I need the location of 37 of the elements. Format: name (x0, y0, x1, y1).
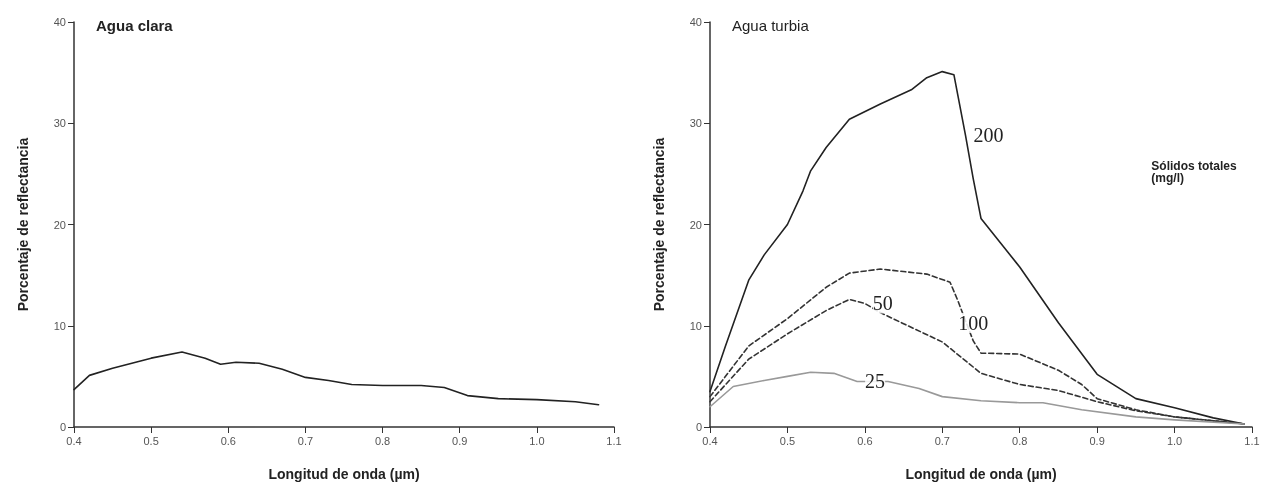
x-tick-label: 0.4 (702, 434, 718, 447)
y-tick-label: 30 (53, 117, 66, 130)
x-tick-label: 0.9 (452, 434, 468, 447)
x-tick-label: 0.5 (143, 434, 159, 447)
x-tick-label: 0.5 (779, 434, 796, 447)
x-tick-label: 1.0 (1166, 434, 1183, 447)
series-label: 200 (973, 124, 1004, 147)
x-axis-title: Longitud de onda (µm) (905, 466, 1057, 482)
y-axis-title: Porcentaje de reflectancia (651, 137, 667, 312)
y-tick-label: 0 (59, 421, 66, 433)
y-tick-label: 40 (53, 16, 66, 28)
x-tick-label: 0.6 (220, 434, 236, 447)
y-tick-label: 20 (689, 218, 702, 231)
x-axis-title: Longitud de onda (µm) (268, 466, 420, 482)
x-tick-label: 1.1 (606, 434, 622, 447)
x-tick-label: 1.1 (1244, 434, 1260, 447)
y-tick-label: 10 (53, 319, 66, 332)
x-tick-label: 0.6 (857, 434, 873, 447)
x-tick-label: 1.0 (529, 434, 545, 447)
chart-title: Agua turbia (732, 17, 810, 34)
x-tick-label: 0.7 (934, 434, 950, 447)
x-tick-label: 0.4 (66, 434, 82, 447)
y-tick-label: 30 (689, 117, 702, 130)
series-label: 100 (958, 311, 989, 334)
chart-title: Agua clara (96, 17, 174, 34)
x-tick-label: 0.9 (1089, 434, 1105, 447)
y-tick-label: 40 (689, 16, 702, 28)
x-tick-label: 0.8 (374, 434, 391, 447)
y-tick-label: 0 (695, 421, 702, 433)
y-tick-label: 20 (53, 218, 66, 231)
x-tick-label: 0.7 (297, 434, 314, 447)
legend-title: Sólidos totales (mg/l) (1151, 159, 1241, 185)
series-label: 25 (865, 370, 886, 393)
y-axis-title: Porcentaje de reflectancia (15, 137, 31, 312)
y-tick-label: 10 (689, 319, 702, 332)
x-tick-label: 0.8 (1012, 434, 1028, 447)
series-label: 50 (872, 292, 893, 315)
